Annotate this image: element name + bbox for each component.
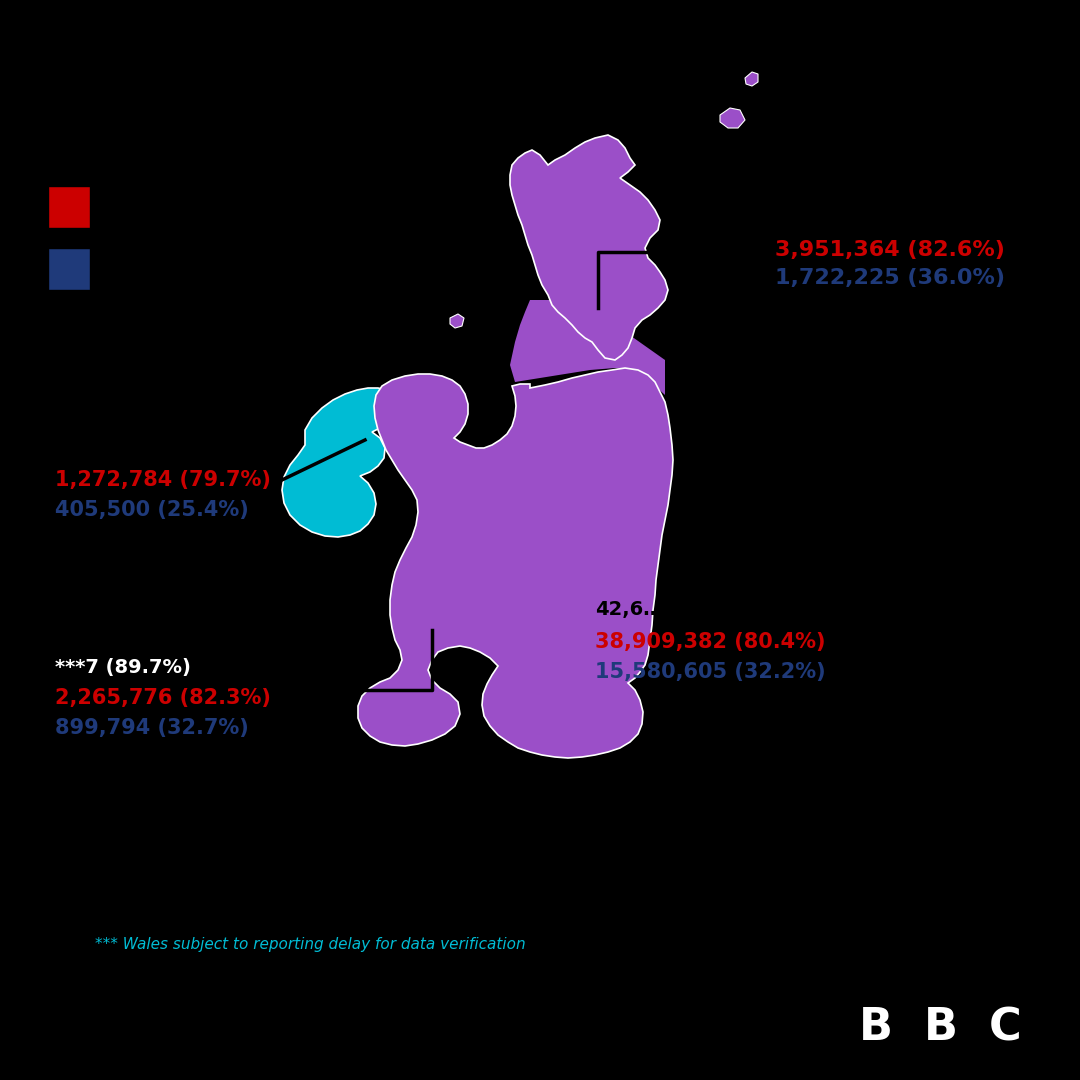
Polygon shape: [450, 314, 464, 328]
Text: 1,722,225 (36.0%): 1,722,225 (36.0%): [775, 268, 1005, 288]
Text: 3,951,364 (82.6%): 3,951,364 (82.6%): [775, 240, 1004, 260]
Text: 405,500 (25.4%): 405,500 (25.4%): [55, 500, 248, 519]
Polygon shape: [282, 388, 395, 537]
Text: ***7 (89.7%): ***7 (89.7%): [55, 659, 191, 677]
Polygon shape: [510, 135, 669, 360]
Polygon shape: [745, 72, 758, 86]
Text: 42,6…: 42,6…: [595, 600, 663, 620]
FancyBboxPatch shape: [48, 186, 90, 228]
Text: 15,580,605 (32.2%): 15,580,605 (32.2%): [595, 662, 825, 681]
Polygon shape: [720, 108, 745, 129]
Polygon shape: [510, 300, 665, 395]
Text: 38,909,382 (80.4%): 38,909,382 (80.4%): [595, 632, 825, 652]
Text: 2,265,776 (82.3%): 2,265,776 (82.3%): [55, 688, 271, 708]
FancyBboxPatch shape: [48, 248, 90, 291]
Text: 1,272,784 (79.7%): 1,272,784 (79.7%): [55, 470, 271, 490]
Text: 899,794 (32.7%): 899,794 (32.7%): [55, 718, 248, 738]
Polygon shape: [357, 368, 673, 758]
Text: B  B  C: B B C: [859, 1007, 1022, 1050]
Text: *** Wales subject to reporting delay for data verification: *** Wales subject to reporting delay for…: [95, 937, 526, 953]
